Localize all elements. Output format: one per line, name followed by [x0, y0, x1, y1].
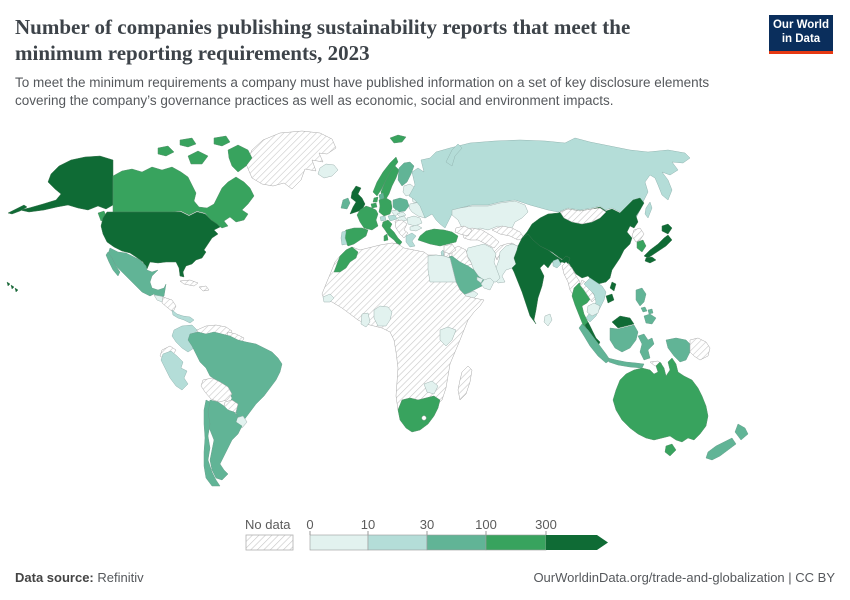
svg-text:No data: No data — [245, 517, 291, 532]
svg-text:0: 0 — [306, 517, 313, 532]
svg-text:100: 100 — [475, 517, 497, 532]
svg-text:10: 10 — [361, 517, 375, 532]
svg-text:30: 30 — [420, 517, 434, 532]
svg-text:300: 300 — [535, 517, 557, 532]
